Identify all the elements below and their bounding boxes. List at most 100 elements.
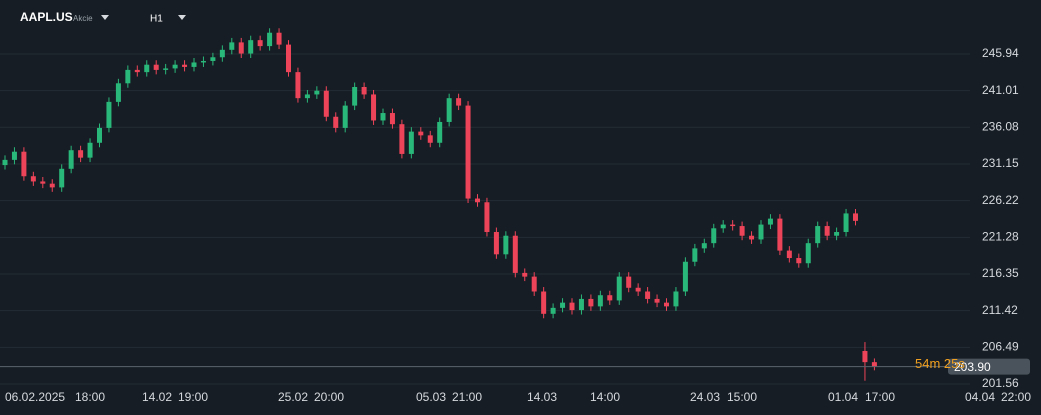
candle-body <box>607 295 613 301</box>
candle-body <box>257 40 263 47</box>
y-tick-label: 245.94 <box>982 46 1019 60</box>
candle-body <box>267 32 273 47</box>
x-tick-label: 14:00 <box>590 390 620 404</box>
candle-body <box>361 87 367 95</box>
x-tick-label: 18:00 <box>75 390 105 404</box>
candle-body <box>380 113 386 121</box>
candle-body <box>418 131 424 136</box>
candle-body <box>597 295 603 307</box>
x-tick-label: 06.02.2025 <box>5 390 65 404</box>
candle-body <box>786 250 792 259</box>
symbol-dropdown[interactable] <box>101 15 109 20</box>
x-tick-label: 22:00 <box>1001 390 1031 404</box>
candle-body <box>286 44 291 73</box>
candle-body <box>248 40 254 54</box>
candle-body <box>399 124 405 154</box>
candle-body <box>843 213 849 233</box>
x-tick-label: 01.04 <box>828 390 858 404</box>
x-tick-label: 25.02 <box>278 390 308 404</box>
candle-body <box>153 64 159 70</box>
candle-body <box>465 105 471 199</box>
y-tick-label: 211.42 <box>982 303 1018 317</box>
candle-body <box>238 42 244 54</box>
candle-body <box>59 168 65 188</box>
current-price-box <box>948 358 1030 375</box>
candle-body <box>512 235 518 273</box>
candle-body <box>578 298 584 311</box>
y-tick-label: 221.28 <box>982 230 1019 244</box>
candle-body <box>541 291 547 314</box>
candle-body <box>815 226 821 244</box>
candle-body <box>692 248 698 262</box>
candle-body <box>635 287 641 292</box>
candle-body <box>531 276 537 292</box>
candle-body <box>446 98 452 122</box>
candle-body <box>475 198 480 203</box>
candle-body <box>314 90 320 95</box>
candle-body <box>182 64 188 67</box>
candle-body <box>144 64 150 73</box>
candle-body <box>115 83 121 102</box>
candle-body <box>78 150 84 158</box>
candle-body <box>30 176 36 182</box>
candle-body <box>720 224 726 229</box>
candle-body <box>673 291 679 307</box>
candle-body <box>664 302 669 307</box>
candle-body <box>805 243 811 264</box>
candle-body <box>304 94 310 99</box>
candle-body <box>749 235 755 240</box>
candle-body <box>437 121 443 143</box>
y-tick-label: 241.01 <box>982 83 1019 97</box>
x-tick-label: 19:00 <box>178 390 208 404</box>
x-tick-label: 24.03 <box>690 390 720 404</box>
candle-body <box>68 150 74 169</box>
candle-body <box>522 272 528 277</box>
candle-body <box>654 298 660 303</box>
candle-body <box>616 276 622 301</box>
x-tick-label: 20:00 <box>314 390 344 404</box>
candle-body <box>626 276 632 288</box>
asset-class: Akcie <box>73 14 93 23</box>
timeframe-dropdown[interactable] <box>178 15 186 20</box>
candle-body <box>682 261 688 292</box>
candle-body <box>97 127 102 143</box>
candle-body <box>191 62 197 67</box>
y-tick-label: 236.08 <box>982 119 1019 133</box>
candle-body <box>730 224 736 227</box>
candle-body <box>49 183 55 188</box>
x-tick-label: 04.04 <box>965 390 995 404</box>
candle-body <box>550 307 556 314</box>
candle-body <box>739 226 745 236</box>
candle-body <box>484 202 490 233</box>
x-tick-label: 15:00 <box>727 390 757 404</box>
candle-body <box>40 181 46 184</box>
candle-body <box>11 151 17 160</box>
symbol[interactable]: AAPL.US <box>20 10 73 24</box>
candle-body <box>427 135 433 143</box>
candle-body <box>323 90 329 117</box>
current-price-label: 203.90 <box>954 360 991 374</box>
candle-body <box>701 243 707 249</box>
candle-body <box>834 232 840 236</box>
candle-body <box>711 228 717 244</box>
candle-body <box>200 60 206 63</box>
countdown: 54m 25s <box>915 356 965 371</box>
timeframe[interactable]: H1 <box>150 14 163 25</box>
candle-body <box>163 68 169 70</box>
candle-body <box>767 218 773 225</box>
x-tick-label: 17:00 <box>865 390 895 404</box>
candle-body <box>219 49 225 58</box>
x-tick-label: 14.03 <box>527 390 557 404</box>
candle-body <box>172 64 178 69</box>
candle-body <box>21 151 27 177</box>
x-tick-label: 21:00 <box>452 390 482 404</box>
candle-body <box>569 302 575 311</box>
x-tick-label: 14.02 <box>142 390 172 404</box>
candle-body <box>210 57 216 61</box>
y-tick-label: 226.22 <box>982 193 1019 207</box>
candle-body <box>229 42 235 50</box>
x-tick-label: 05.03 <box>416 390 446 404</box>
candle-body <box>758 224 764 240</box>
candle-body <box>333 116 339 128</box>
